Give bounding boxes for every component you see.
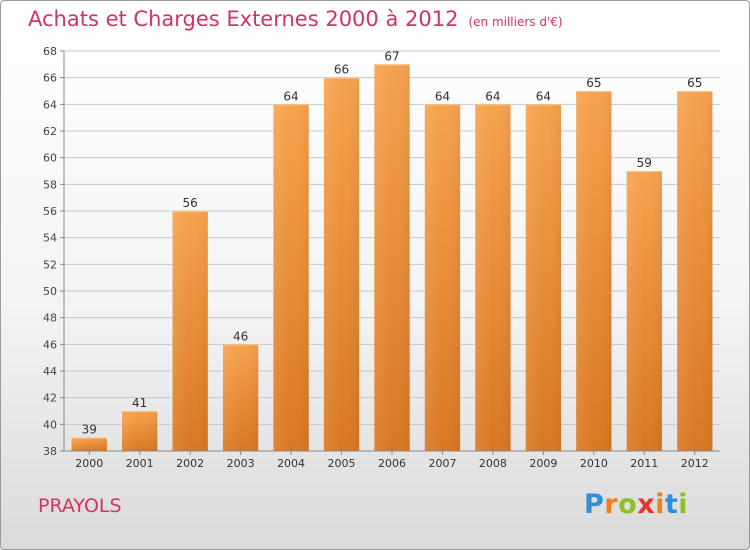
bar-sheen — [273, 104, 308, 451]
y-tick-label: 48 — [43, 312, 57, 325]
data-label: 39 — [82, 423, 97, 437]
x-tick-label: 2010 — [580, 457, 608, 470]
logo-letter: o — [618, 489, 637, 520]
bar-sheen — [576, 91, 611, 451]
bar-sheen — [374, 64, 409, 451]
x-tick-label: 2002 — [176, 457, 204, 470]
x-tick-label: 2012 — [681, 457, 709, 470]
y-tick-label: 42 — [43, 392, 57, 405]
y-tick-label: 44 — [43, 365, 57, 378]
logo-letter: P — [584, 489, 604, 520]
data-label: 66 — [334, 63, 349, 77]
y-tick-label: 54 — [43, 232, 57, 245]
y-tick-label: 58 — [43, 178, 57, 191]
y-tick-label: 50 — [43, 285, 57, 298]
data-label: 64 — [435, 89, 450, 103]
data-label: 46 — [233, 329, 248, 343]
x-tick-label: 2000 — [75, 457, 103, 470]
bar-sheen — [475, 104, 510, 451]
data-label: 64 — [536, 89, 551, 103]
bar-sheen — [526, 104, 561, 451]
x-tick-label: 2001 — [126, 457, 154, 470]
y-tick-label: 68 — [43, 45, 57, 58]
data-label: 64 — [485, 89, 500, 103]
logo-letter: t — [665, 489, 678, 520]
x-tick-label: 2005 — [328, 457, 356, 470]
x-tick-label: 2007 — [428, 457, 456, 470]
data-label: 65 — [687, 76, 702, 90]
y-tick-label: 46 — [43, 338, 57, 351]
y-tick-label: 60 — [43, 152, 57, 165]
y-tick-label: 66 — [43, 72, 57, 85]
x-tick-label: 2011 — [630, 457, 658, 470]
y-tick-label: 52 — [43, 258, 57, 271]
data-label: 59 — [637, 156, 652, 170]
commune-name: PRAYOLS — [38, 495, 122, 517]
proxiti-logo[interactable]: Proxiti — [584, 489, 688, 520]
data-label: 67 — [384, 49, 399, 63]
logo-letter: i — [655, 489, 665, 520]
data-label: 41 — [132, 396, 147, 410]
bar-sheen — [425, 104, 460, 451]
y-tick-label: 62 — [43, 125, 57, 138]
bar-sheen — [324, 78, 359, 451]
data-label: 56 — [183, 196, 198, 210]
logo-letter: r — [604, 489, 618, 520]
data-label: 65 — [586, 76, 601, 90]
y-tick-label: 64 — [43, 98, 57, 111]
y-tick-label: 38 — [43, 445, 57, 458]
x-tick-label: 2004 — [277, 457, 305, 470]
logo-letter: x — [637, 489, 655, 520]
bar-sheen — [223, 344, 258, 451]
data-label: 64 — [283, 89, 298, 103]
y-tick-label: 40 — [43, 418, 57, 431]
bar-sheen — [627, 171, 662, 451]
y-tick-label: 56 — [43, 205, 57, 218]
bar-sheen — [677, 91, 712, 451]
x-tick-label: 2009 — [529, 457, 557, 470]
bar-sheen — [172, 211, 207, 451]
bar-sheen — [72, 438, 107, 451]
bar-sheen — [122, 411, 157, 451]
x-tick-label: 2003 — [227, 457, 255, 470]
x-tick-label: 2006 — [378, 457, 406, 470]
logo-letter: i — [678, 489, 688, 520]
x-tick-label: 2008 — [479, 457, 507, 470]
